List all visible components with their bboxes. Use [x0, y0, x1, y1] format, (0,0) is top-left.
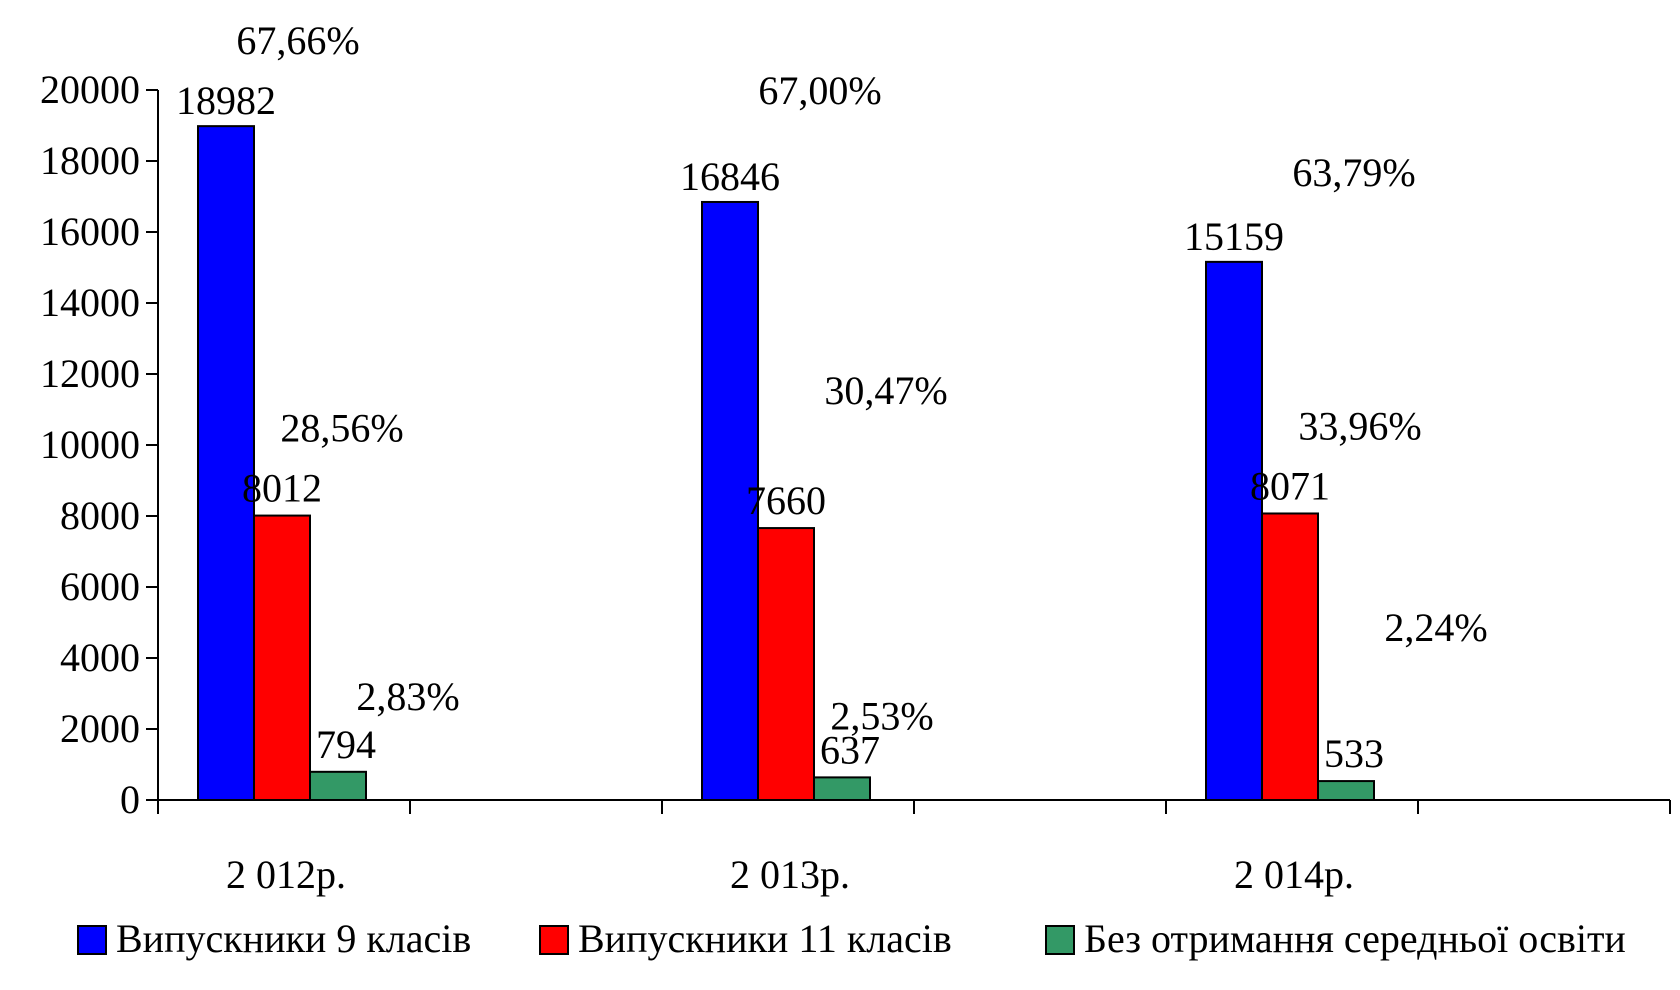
bar-2-2: [757, 527, 815, 801]
value-label: 15159: [1184, 214, 1284, 259]
y-tick-label: 8000: [60, 493, 140, 538]
bar-2-1: [253, 514, 311, 801]
y-tick-label: 20000: [40, 67, 140, 112]
value-label: 18982: [176, 78, 276, 123]
legend-label-3: Без отримання середньої освіти: [1084, 916, 1626, 961]
value-label: 8071: [1250, 463, 1330, 508]
bar-3-2: [813, 776, 871, 801]
bar-1-2: [701, 200, 759, 802]
category-label: 2 014р.: [1234, 852, 1354, 897]
value-label: 794: [316, 722, 376, 767]
percent-label: 67,66%: [236, 18, 359, 63]
y-tick-label: 4000: [60, 635, 140, 680]
bar-3-1: [309, 770, 367, 801]
y-tick-label: 12000: [40, 351, 140, 396]
bar-1-3: [1205, 260, 1263, 801]
value-label: 637: [820, 727, 880, 772]
bars: [197, 125, 1375, 802]
legend-swatch-2: [539, 925, 569, 955]
bar-3-3: [1317, 780, 1375, 801]
legend-swatch-1: [77, 925, 107, 955]
percent-label: 67,00%: [758, 68, 881, 113]
axes: 0 2000 4000 6000 8000 10000 12000 14000 16000 180…: [40, 67, 1671, 822]
percent-label: 63,79%: [1292, 150, 1415, 195]
y-tick-label: 18000: [40, 138, 140, 183]
y-tick-label: 2000: [60, 706, 140, 751]
percent-label: 2,83%: [356, 674, 459, 719]
y-tick-label: 6000: [60, 564, 140, 609]
bar-1-1: [197, 125, 255, 802]
y-tick-label: 16000: [40, 209, 140, 254]
y-tick-label: 14000: [40, 280, 140, 325]
category-label: 2 013р.: [730, 852, 850, 897]
y-tick-label: 10000: [40, 422, 140, 467]
y-tick-label: 0: [120, 777, 140, 822]
bar-2-3: [1261, 512, 1319, 801]
percent-label: 2,24%: [1384, 605, 1487, 650]
data-labels: 18982 8012 794 2 012р. 16846 7660 637 2 013р. 15…: [176, 18, 1488, 897]
value-label: 7660: [746, 478, 826, 523]
legend-swatch-3: [1045, 925, 1075, 955]
legend-label-2: Випускники 11 класів: [578, 916, 952, 961]
percent-label: 28,56%: [280, 406, 403, 451]
legend-label-1: Випускники 9 класів: [116, 916, 471, 961]
legend: Випускники 9 класів Випускники 11 класів Б…: [77, 916, 1626, 961]
category-label: 2 012р.: [226, 852, 346, 897]
value-label: 8012: [242, 466, 322, 511]
percent-label: 2,53%: [830, 693, 933, 738]
percent-label: 33,96%: [1298, 403, 1421, 448]
percent-label: 30,47%: [824, 368, 947, 413]
value-label: 533: [1324, 731, 1384, 776]
value-label: 16846: [680, 154, 780, 199]
